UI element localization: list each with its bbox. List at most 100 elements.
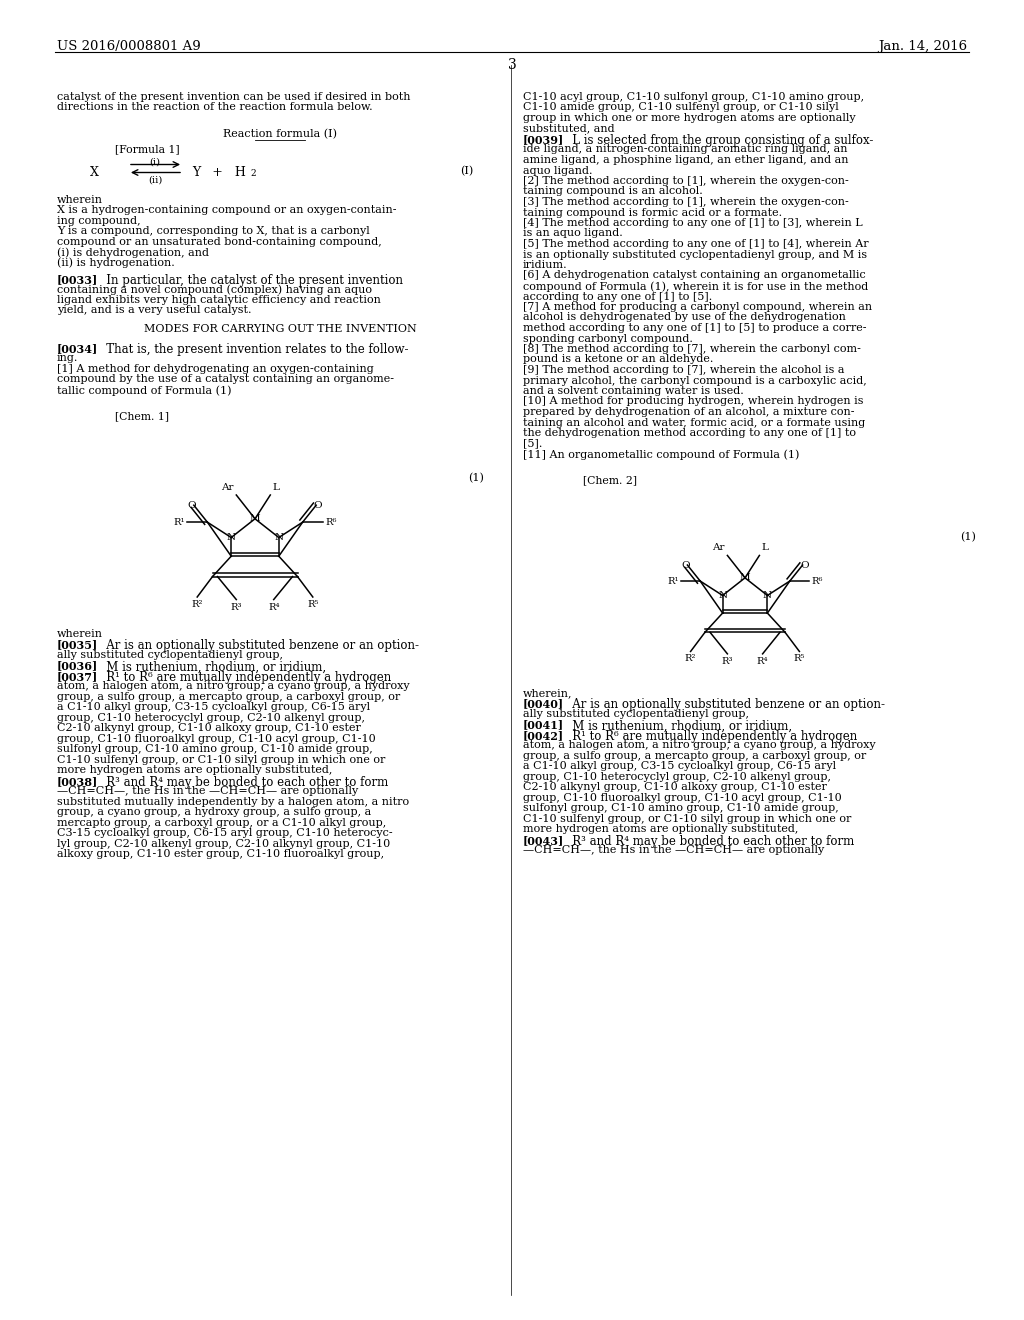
Text: (i) is dehydrogenation, and: (i) is dehydrogenation, and (57, 247, 209, 257)
Text: [Chem. 1]: [Chem. 1] (115, 412, 169, 421)
Text: 2: 2 (250, 169, 256, 177)
Text: group, C1-10 heterocyclyl group, C2-10 alkenyl group,: group, C1-10 heterocyclyl group, C2-10 a… (57, 713, 365, 723)
Text: R²: R² (685, 655, 696, 664)
Text: R⁵: R⁵ (307, 601, 318, 609)
Text: —CH=CH—, the Hs in the —CH=CH— are optionally: —CH=CH—, the Hs in the —CH=CH— are optio… (57, 787, 358, 796)
Text: wherein: wherein (57, 628, 103, 639)
Text: prepared by dehydrogenation of an alcohol, a mixture con-: prepared by dehydrogenation of an alcoho… (523, 407, 854, 417)
Text: substituted mutually independently by a halogen atom, a nitro: substituted mutually independently by a … (57, 797, 410, 807)
Text: alcohol is dehydrogenated by use of the dehydrogenation: alcohol is dehydrogenated by use of the … (523, 313, 846, 322)
Text: [9] The method according to [7], wherein the alcohol is a: [9] The method according to [7], wherein… (523, 366, 845, 375)
Text: [0036]: [0036] (57, 660, 98, 672)
Text: O: O (187, 500, 197, 510)
Text: [0043]: [0043] (523, 834, 564, 846)
Text: [Formula 1]: [Formula 1] (115, 144, 179, 154)
Text: mercapto group, a carboxyl group, or a C1-10 alkyl group,: mercapto group, a carboxyl group, or a C… (57, 818, 386, 828)
Text: method according to any one of [1] to [5] to produce a corre-: method according to any one of [1] to [5… (523, 323, 866, 333)
Text: aquo ligand.: aquo ligand. (523, 165, 593, 176)
Text: X is a hydrogen-containing compound or an oxygen-contain-: X is a hydrogen-containing compound or a… (57, 206, 396, 215)
Text: Ar: Ar (712, 544, 724, 553)
Text: [0034]: [0034] (57, 343, 98, 354)
Text: [0040]: [0040] (523, 698, 564, 709)
Text: [10] A method for producing hydrogen, wherein hydrogen is: [10] A method for producing hydrogen, wh… (523, 396, 863, 407)
Text: R³ and R⁴ may be bonded to each other to form: R³ and R⁴ may be bonded to each other to… (561, 834, 854, 847)
Text: ide ligand, a nitrogen-containing aromatic ring ligand, an: ide ligand, a nitrogen-containing aromat… (523, 144, 848, 154)
Text: yield, and is a very useful catalyst.: yield, and is a very useful catalyst. (57, 305, 252, 315)
Text: R³ and R⁴ may be bonded to each other to form: R³ and R⁴ may be bonded to each other to… (95, 776, 388, 789)
Text: In particular, the catalyst of the present invention: In particular, the catalyst of the prese… (95, 273, 403, 286)
Text: wherein,: wherein, (523, 688, 572, 698)
Text: is an aquo ligand.: is an aquo ligand. (523, 228, 623, 239)
Text: M: M (250, 515, 260, 523)
Text: atom, a halogen atom, a nitro group, a cyano group, a hydroxy: atom, a halogen atom, a nitro group, a c… (57, 681, 410, 692)
Text: alkoxy group, C1-10 ester group, C1-10 fluoroalkyl group,: alkoxy group, C1-10 ester group, C1-10 f… (57, 849, 384, 859)
Text: [5] The method according to any one of [1] to [4], wherein Ar: [5] The method according to any one of [… (523, 239, 868, 249)
Text: primary alcohol, the carbonyl compound is a carboxylic acid,: primary alcohol, the carbonyl compound i… (523, 375, 866, 385)
Text: compound or an unsaturated bond-containing compound,: compound or an unsaturated bond-containi… (57, 236, 382, 247)
Text: Ar is an optionally substituted benzene or an option-: Ar is an optionally substituted benzene … (95, 639, 419, 652)
Text: [11] An organometallic compound of Formula (1): [11] An organometallic compound of Formu… (523, 449, 800, 459)
Text: more hydrogen atoms are optionally substituted,: more hydrogen atoms are optionally subst… (523, 825, 799, 834)
Text: O: O (313, 500, 323, 510)
Text: [0041]: [0041] (523, 719, 564, 730)
Text: R⁴: R⁴ (268, 602, 280, 611)
Text: taining compound is formic acid or a formate.: taining compound is formic acid or a for… (523, 207, 782, 218)
Text: (1): (1) (468, 473, 484, 483)
Text: group, a sulfo group, a mercapto group, a carboxyl group, or: group, a sulfo group, a mercapto group, … (57, 692, 400, 702)
Text: a C1-10 alkyl group, C3-15 cycloalkyl group, C6-15 aryl: a C1-10 alkyl group, C3-15 cycloalkyl gr… (57, 702, 370, 713)
Text: C1-10 sulfenyl group, or C1-10 silyl group in which one or: C1-10 sulfenyl group, or C1-10 silyl gro… (523, 814, 851, 824)
Text: N: N (763, 591, 772, 601)
Text: MODES FOR CARRYING OUT THE INVENTION: MODES FOR CARRYING OUT THE INVENTION (143, 323, 417, 334)
Text: That is, the present invention relates to the follow-: That is, the present invention relates t… (95, 343, 409, 356)
Text: ligand exhibits very high catalytic efficiency and reaction: ligand exhibits very high catalytic effi… (57, 294, 381, 305)
Text: [0038]: [0038] (57, 776, 98, 787)
Text: Reaction formula (I): Reaction formula (I) (223, 129, 337, 139)
Text: N: N (226, 533, 236, 543)
Text: US 2016/0008801 A9: US 2016/0008801 A9 (57, 40, 201, 53)
Text: L: L (762, 544, 768, 553)
Text: (I): (I) (460, 165, 473, 176)
Text: atom, a halogen atom, a nitro group, a cyano group, a hydroxy: atom, a halogen atom, a nitro group, a c… (523, 741, 876, 750)
Text: (ii): (ii) (147, 176, 162, 185)
Text: sponding carbonyl compound.: sponding carbonyl compound. (523, 334, 693, 343)
Text: Ar: Ar (221, 483, 233, 492)
Text: sulfonyl group, C1-10 amino group, C1-10 amide group,: sulfonyl group, C1-10 amino group, C1-10… (523, 804, 839, 813)
Text: M is ruthenium, rhodium, or iridium,: M is ruthenium, rhodium, or iridium, (95, 660, 326, 673)
Text: ing compound,: ing compound, (57, 216, 140, 226)
Text: —CH=CH—, the Hs in the —CH=CH— are optionally: —CH=CH—, the Hs in the —CH=CH— are optio… (523, 845, 824, 855)
Text: [0042]: [0042] (523, 730, 564, 741)
Text: Y is a compound, corresponding to X, that is a carbonyl: Y is a compound, corresponding to X, tha… (57, 227, 370, 236)
Text: containing a novel compound (complex) having an aquo: containing a novel compound (complex) ha… (57, 284, 372, 294)
Text: group, a sulfo group, a mercapto group, a carboxyl group, or: group, a sulfo group, a mercapto group, … (523, 751, 866, 760)
Text: R¹ to R⁶ are mutually independently a hydrogen: R¹ to R⁶ are mutually independently a hy… (561, 730, 857, 743)
Text: O: O (800, 561, 809, 569)
Text: catalyst of the present invention can be used if desired in both: catalyst of the present invention can be… (57, 92, 411, 102)
Text: [0033]: [0033] (57, 273, 98, 285)
Text: R³: R³ (722, 657, 733, 665)
Text: [0039]: [0039] (523, 135, 564, 145)
Text: (ii) is hydrogenation.: (ii) is hydrogenation. (57, 257, 175, 268)
Text: amine ligand, a phosphine ligand, an ether ligand, and an: amine ligand, a phosphine ligand, an eth… (523, 154, 849, 165)
Text: C1-10 sulfenyl group, or C1-10 silyl group in which one or: C1-10 sulfenyl group, or C1-10 silyl gro… (57, 755, 385, 764)
Text: directions in the reaction of the reaction formula below.: directions in the reaction of the reacti… (57, 103, 373, 112)
Text: C2-10 alkynyl group, C1-10 alkoxy group, C1-10 ester: C2-10 alkynyl group, C1-10 alkoxy group,… (523, 783, 826, 792)
Text: and a solvent containing water is used.: and a solvent containing water is used. (523, 385, 743, 396)
Text: Jan. 14, 2016: Jan. 14, 2016 (878, 40, 967, 53)
Text: sulfonyl group, C1-10 amino group, C1-10 amide group,: sulfonyl group, C1-10 amino group, C1-10… (57, 744, 373, 754)
Text: tallic compound of Formula (1): tallic compound of Formula (1) (57, 385, 231, 396)
Text: M: M (739, 573, 751, 582)
Text: Y   +   H: Y + H (193, 165, 246, 178)
Text: according to any one of [1] to [5].: according to any one of [1] to [5]. (523, 292, 713, 301)
Text: [1] A method for dehydrogenating an oxygen-containing: [1] A method for dehydrogenating an oxyg… (57, 364, 374, 374)
Text: taining compound is an alcohol.: taining compound is an alcohol. (523, 186, 702, 197)
Text: substituted, and: substituted, and (523, 124, 614, 133)
Text: M is ruthenium, rhodium, or iridium,: M is ruthenium, rhodium, or iridium, (561, 719, 793, 733)
Text: is an optionally substituted cyclopentadienyl group, and M is: is an optionally substituted cyclopentad… (523, 249, 867, 260)
Text: [5].: [5]. (523, 438, 543, 449)
Text: group, C1-10 fluoroalkyl group, C1-10 acyl group, C1-10: group, C1-10 fluoroalkyl group, C1-10 ac… (523, 793, 842, 803)
Text: ing.: ing. (57, 354, 79, 363)
Text: (1): (1) (961, 532, 976, 543)
Text: ally substituted cyclopentadienyl group,: ally substituted cyclopentadienyl group, (57, 649, 283, 660)
Text: C1-10 acyl group, C1-10 sulfonyl group, C1-10 amino group,: C1-10 acyl group, C1-10 sulfonyl group, … (523, 92, 864, 102)
Text: [Chem. 2]: [Chem. 2] (583, 475, 637, 486)
